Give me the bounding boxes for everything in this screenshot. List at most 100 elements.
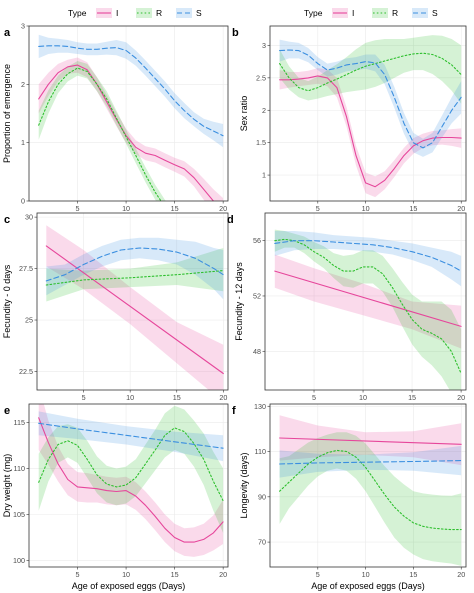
panel-a: 0 1 2 3 5 10 15 20 Proportion of emergence a Type I…: [2, 8, 229, 214]
y-tick-label: 110: [14, 464, 25, 473]
axis-ticks: 22.5 25 27.5 30 5 10 15 20: [19, 213, 227, 402]
y-tick-label: 70: [258, 538, 266, 547]
legend-label-S: S: [196, 8, 202, 18]
ci-ribbon-I: [274, 254, 462, 349]
grid-lines: [37, 213, 228, 390]
plot-background: [270, 404, 466, 567]
panel-b: 1 1.5 2 2.5 3 5 10 15 20 Sex ratio b Type I R S: [232, 8, 467, 213]
x-tick-label: 5: [76, 204, 80, 213]
y-tick-label: 1: [21, 138, 25, 147]
series-line-R: [45, 270, 224, 286]
series-line-I: [274, 270, 462, 327]
x-tick-label: 20: [457, 393, 465, 402]
y-tick-label: 2.5: [256, 73, 266, 82]
series-line-S: [274, 240, 462, 272]
ci-ribbon-S: [274, 231, 462, 287]
y-tick-label: 22.5: [19, 367, 33, 376]
ci-ribbon-I: [38, 404, 224, 557]
axis-ticks: 70 90 110 130 5 10 15 20: [254, 402, 465, 579]
y-tick-label: 56: [253, 236, 261, 245]
series-line-I: [38, 417, 224, 543]
grid-lines: [29, 404, 228, 567]
y-tick-label: 2: [21, 80, 25, 89]
x-tick-label: 15: [173, 393, 181, 402]
panel-border: [28, 403, 229, 568]
panel-letter: f: [232, 405, 236, 417]
x-tick-label: 15: [409, 570, 417, 579]
y-tick-label: 100: [13, 556, 25, 565]
ci-ribbon-R: [274, 229, 462, 390]
ci-ribbon-R: [46, 248, 224, 302]
legend-label-R: R: [392, 8, 398, 18]
series-group: [45, 225, 224, 390]
y-tick-label: 0: [21, 197, 25, 206]
series-line-R: [38, 67, 162, 201]
panel-border: [264, 212, 467, 391]
x-tick-label: 5: [76, 570, 80, 579]
x-tick-label: 20: [219, 204, 227, 213]
y-tick-label: 115: [14, 418, 25, 427]
series-group: [38, 404, 224, 557]
series-group: [279, 415, 462, 566]
y-tick-label: 52: [253, 291, 261, 300]
ci-ribbon-I: [46, 225, 224, 390]
panel-letter: c: [4, 214, 10, 226]
x-tick-label: 5: [316, 570, 320, 579]
legend-key-R: [372, 8, 388, 18]
legend-key-S: [176, 8, 192, 18]
x-axis-title: Age of exposed eggs (Days): [311, 581, 425, 591]
y-tick-label: 3: [21, 22, 25, 31]
ci-ribbon-I: [279, 415, 462, 466]
panel-letter: a: [4, 27, 11, 39]
x-tick-label: 15: [171, 204, 179, 213]
series-line-I: [38, 64, 215, 201]
x-tick-label: 10: [126, 393, 134, 402]
panel-f: 70 90 110 130 5 10 15 20 Longevity (days) Age of …: [232, 402, 467, 591]
ci-ribbon-I: [279, 68, 462, 198]
ci-ribbon-R: [38, 405, 224, 533]
series-line-R: [279, 449, 462, 531]
series-line-S: [45, 247, 224, 282]
series-line-S: [279, 49, 462, 149]
y-axis-title: Sex ratio: [239, 96, 249, 132]
y-axis-title: Longevity (days): [239, 452, 249, 518]
x-tick-label: 10: [362, 570, 370, 579]
legend-label-I: I: [352, 8, 354, 18]
ci-ribbon-R: [38, 61, 166, 201]
panel-letter: b: [232, 27, 239, 39]
grid-lines: [270, 26, 466, 201]
legend-title: Type: [304, 8, 323, 18]
series-line-R: [279, 52, 462, 92]
x-tick-label: 20: [457, 204, 465, 213]
series-group: [279, 35, 462, 198]
x-axis-title: Age of exposed eggs (Days): [72, 581, 186, 591]
y-tick-label: 27.5: [19, 264, 33, 273]
axis-ticks: 48 52 56 5 10 15 20: [253, 236, 465, 402]
y-tick-label: 30: [25, 213, 33, 222]
ci-ribbon-R: [279, 35, 462, 104]
legend-title: Type: [68, 8, 87, 18]
panel-letter: e: [4, 405, 10, 417]
legend-label-S: S: [432, 8, 438, 18]
legend: Type I R S: [304, 8, 438, 18]
series-line-S: [279, 460, 462, 465]
y-tick-label: 130: [254, 402, 266, 411]
x-tick-label: 15: [408, 393, 416, 402]
legend-label-R: R: [156, 8, 162, 18]
axis-ticks: 0 1 2 3 5 10 15 20: [21, 22, 227, 214]
x-tick-label: 15: [171, 570, 179, 579]
x-tick-label: 10: [122, 570, 130, 579]
legend: Type I R S: [68, 8, 202, 18]
y-axis-title: Dry weight (mg): [2, 454, 12, 518]
x-tick-label: 5: [316, 204, 320, 213]
y-tick-label: 25: [25, 316, 33, 325]
x-tick-label: 15: [409, 204, 417, 213]
y-tick-label: 90: [258, 492, 266, 501]
x-tick-label: 20: [219, 393, 227, 402]
y-tick-label: 1.5: [256, 138, 266, 147]
panel-border: [36, 212, 229, 391]
x-tick-label: 20: [219, 570, 227, 579]
legend-key-S: [412, 8, 428, 18]
x-tick-label: 5: [82, 393, 86, 402]
